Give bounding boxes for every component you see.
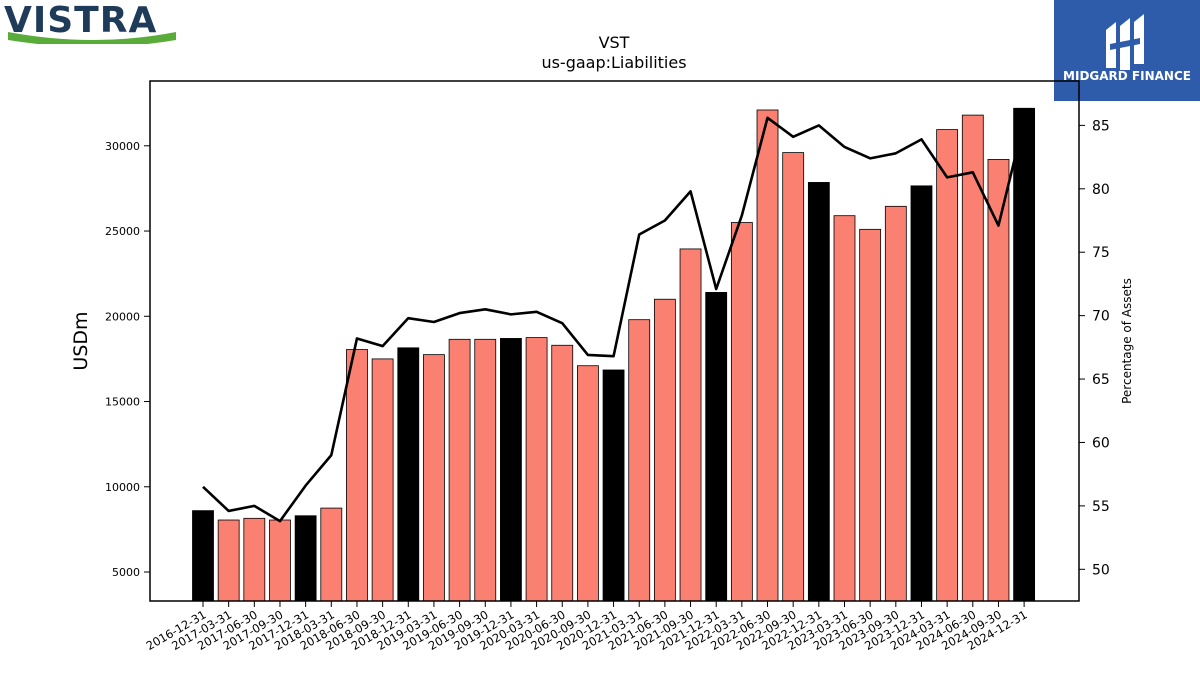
- bar: [500, 338, 522, 602]
- bar: [756, 109, 779, 602]
- bar: [730, 222, 753, 602]
- y2-tick-label: 55: [1092, 499, 1110, 515]
- bar: [705, 292, 728, 602]
- y2-tick-label: 85: [1092, 118, 1110, 134]
- bar: [833, 215, 856, 602]
- y2-tick-label: 70: [1092, 309, 1110, 325]
- bar: [936, 129, 959, 602]
- bar: [628, 319, 651, 602]
- y2-tick-label: 80: [1092, 182, 1110, 198]
- bar: [448, 338, 471, 602]
- bar: [243, 517, 266, 602]
- y2-tick-label: 65: [1092, 372, 1110, 388]
- y-axis-label: USDm: [70, 311, 92, 370]
- bar: [602, 369, 625, 602]
- bar: [551, 344, 574, 602]
- y2-tick-label: 60: [1092, 435, 1110, 451]
- bar: [577, 365, 599, 602]
- bar-series: [192, 107, 1036, 602]
- bar: [423, 354, 445, 602]
- percentage-line: [202, 116, 1026, 523]
- bar: [859, 228, 882, 602]
- bar: [217, 519, 240, 602]
- bar: [192, 510, 214, 602]
- vistra-logo: VISTRA: [4, 2, 176, 44]
- y-tick-label: 15000: [105, 396, 140, 409]
- y-tick-label: 20000: [105, 310, 140, 323]
- bar: [1013, 107, 1036, 602]
- y2-tick-label: 50: [1092, 562, 1110, 578]
- bar: [782, 152, 805, 602]
- line-series: [202, 116, 1026, 523]
- plot-frame: [149, 80, 1080, 602]
- bar: [525, 337, 548, 602]
- midgard-logo-text: MIDGARD FINANCE: [1063, 69, 1191, 83]
- y-tick-label: 10000: [105, 481, 140, 494]
- y-tick-label: 5000: [112, 566, 140, 579]
- y-tick-label: 30000: [105, 140, 140, 153]
- y2-axis-label: Percentage of Assets: [1120, 278, 1134, 404]
- bar: [679, 248, 702, 602]
- bar: [320, 507, 343, 602]
- bar: [371, 358, 394, 602]
- left-axis: 5000 10000 15000 20000 25000 30000: [105, 140, 150, 579]
- bar: [294, 515, 317, 602]
- right-axis: 50 55 60 65 70 75 80 85: [1079, 118, 1110, 578]
- chart-title: VST: [599, 33, 630, 52]
- bar: [269, 519, 291, 602]
- y2-tick-label: 75: [1092, 245, 1110, 261]
- bar: [884, 205, 907, 602]
- bar: [653, 298, 676, 602]
- bar: [346, 349, 368, 602]
- x-axis: 2016-12-312017-03-312017-06-302017-09-30…: [144, 601, 1030, 653]
- vistra-logo-text: VISTRA: [4, 2, 157, 41]
- y-tick-label: 25000: [105, 225, 140, 238]
- bar: [807, 182, 830, 602]
- bar: [397, 347, 420, 602]
- chart-subtitle: us-gaap:Liabilities: [541, 53, 686, 72]
- bar: [474, 338, 497, 602]
- bar: [910, 185, 933, 602]
- midgard-mark-icon: MIDGARD FINANCE: [1063, 14, 1191, 83]
